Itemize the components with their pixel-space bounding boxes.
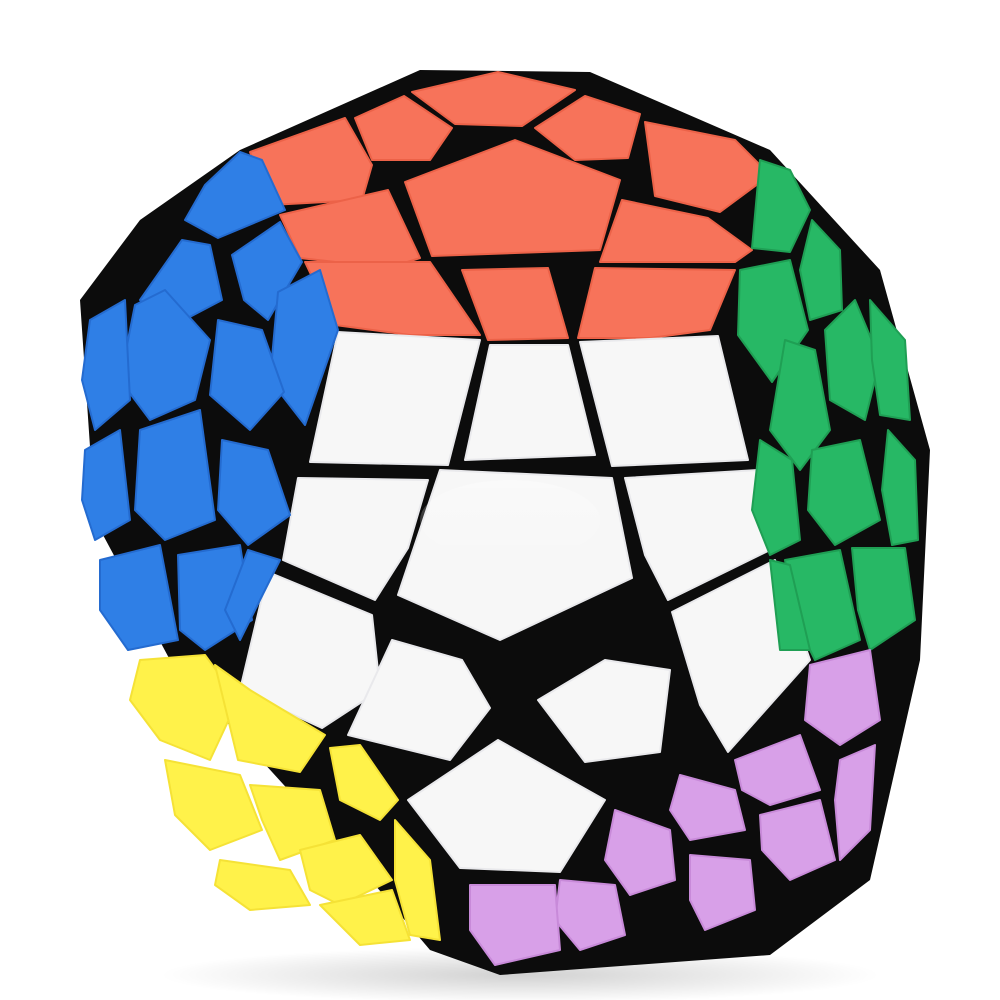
right-piece-upper-out [824, 299, 881, 421]
front-corner-top-left [309, 331, 481, 466]
right-edge-upper [799, 219, 843, 321]
br-piece-mid [669, 774, 746, 841]
front-corner-top-right [579, 335, 749, 467]
br-piece-lower-out [689, 854, 756, 931]
left-edge-outer-upper [81, 299, 131, 431]
bl-edge-front [394, 819, 441, 941]
right-edge-outer-low [881, 429, 919, 546]
right-edge-outer-up [869, 299, 911, 421]
left-corner-lower [99, 544, 179, 651]
br-corner-bottom [469, 884, 561, 966]
bl-corner-bottom [319, 889, 411, 946]
center-gloss-highlight [420, 480, 600, 560]
right-corner-top [751, 159, 811, 253]
top-front-center [461, 267, 569, 341]
front-edge-bottom-right [537, 659, 671, 763]
bl-edge-inner [329, 744, 399, 821]
bl-piece-lower-in [299, 834, 393, 906]
br-corner-right [804, 649, 881, 746]
left-edge-outer-lower [81, 429, 131, 541]
top-edge-back [411, 71, 576, 127]
br-edge-upper [734, 734, 821, 806]
top-corner-back-left [354, 95, 453, 161]
front-edge-left [282, 477, 429, 601]
right-piece-mid-out [807, 439, 881, 546]
right-piece-mid-in [751, 439, 801, 556]
br-piece-outer [834, 744, 876, 861]
front-edge-top [464, 344, 596, 461]
top-corner-right [644, 121, 771, 213]
front-edge-bottom-left [347, 639, 491, 761]
top-edge-right [599, 199, 753, 263]
front-corner-bottom [407, 739, 606, 873]
top-center [404, 139, 621, 257]
br-piece-mid-out [759, 799, 836, 881]
top-front-right [577, 267, 736, 339]
right-edge-lower [851, 547, 916, 651]
left-corner-top [184, 151, 286, 239]
left-piece-lower-mid [134, 409, 216, 541]
bl-corner-left [129, 654, 239, 761]
top-corner-back-right [534, 95, 641, 161]
front-edge-right [624, 469, 771, 601]
br-piece-lower [604, 809, 676, 896]
bl-piece-lower [214, 859, 311, 911]
left-edge-bottom-in [224, 549, 281, 641]
bl-piece-mid [164, 759, 263, 851]
right-edge-lower-in [769, 559, 811, 651]
bl-edge-upper [214, 664, 326, 773]
left-piece-mid [209, 319, 285, 431]
front-corner-left [239, 571, 381, 729]
left-piece-lower-inner [217, 439, 291, 546]
